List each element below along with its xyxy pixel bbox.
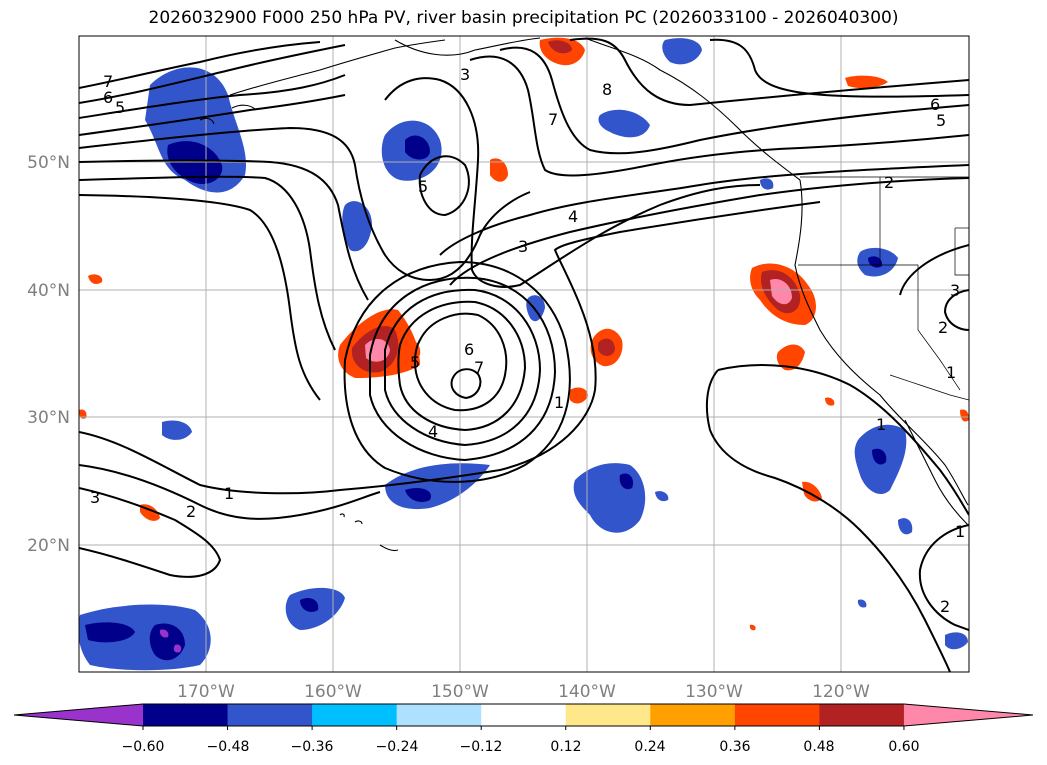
colorbar-tick-label: 0.36 bbox=[719, 739, 750, 755]
colorbar-tick-label: 0.12 bbox=[550, 739, 581, 755]
contour-label: 7 bbox=[103, 72, 113, 91]
contour-label: 4 bbox=[568, 207, 578, 226]
latitude-labels: 50°N 40°N 30°N 20°N bbox=[27, 153, 70, 556]
contour-label: 1 bbox=[955, 522, 965, 541]
contour-label: 6 bbox=[464, 340, 474, 359]
lon-label: 130°W bbox=[685, 682, 743, 702]
contour-label: 8 bbox=[602, 80, 612, 99]
colorbar-tick-label: 0.48 bbox=[803, 739, 834, 755]
lon-label: 150°W bbox=[431, 682, 489, 702]
contour-label: 3 bbox=[518, 237, 528, 256]
colorbar-segment bbox=[565, 704, 651, 726]
longitude-labels: 170°W 160°W 150°W 140°W 130°W 120°W bbox=[177, 682, 870, 702]
colorbar-labels: −0.60 −0.48 −0.36 −0.24 −0.12 0.12 0.24 … bbox=[122, 739, 920, 755]
contour-label: 1 bbox=[224, 484, 234, 503]
colorbar-segment bbox=[312, 704, 398, 726]
colorbar-segment bbox=[819, 704, 905, 726]
colorbar-segment bbox=[734, 704, 820, 726]
contour-label: 7 bbox=[548, 110, 558, 129]
colorbar-tick-label: −0.36 bbox=[291, 739, 334, 755]
contour-label: 3 bbox=[950, 281, 960, 300]
colorbar-segment bbox=[650, 704, 736, 726]
colorbar-tick-label: −0.12 bbox=[460, 739, 503, 755]
contour-label: 3 bbox=[90, 488, 100, 507]
coastlines bbox=[199, 37, 969, 552]
contour-label: 1 bbox=[946, 363, 956, 382]
contour-label: 5 bbox=[418, 177, 428, 196]
colorbar-segment bbox=[227, 704, 313, 726]
colorbar-tick-label: −0.24 bbox=[376, 739, 419, 755]
colorbar-tick-label: −0.48 bbox=[207, 739, 250, 755]
contour-label: 6 bbox=[930, 95, 940, 114]
lon-label: 160°W bbox=[304, 682, 362, 702]
lon-label: 140°W bbox=[558, 682, 616, 702]
lat-label: 30°N bbox=[27, 408, 70, 428]
contour-label: 2 bbox=[940, 597, 950, 616]
contour-label: 5 bbox=[936, 111, 946, 130]
colorbar bbox=[13, 703, 1034, 730]
contour-label: 1 bbox=[876, 415, 886, 434]
map-frame bbox=[78, 35, 970, 673]
lat-label: 50°N bbox=[27, 153, 70, 173]
lon-label: 170°W bbox=[177, 682, 235, 702]
colorbar-tick-label: 0.60 bbox=[888, 739, 919, 755]
colorbar-tick-label: 0.24 bbox=[634, 739, 665, 755]
contour-label: 1 bbox=[554, 393, 564, 412]
positive-anomaly-area bbox=[79, 37, 969, 631]
colorbar-tick-label: −0.60 bbox=[122, 739, 165, 755]
contour-labels: 7 6 5 3 8 7 6 5 5 4 3 6 7 5 4 1 1 2 3 1 … bbox=[90, 65, 965, 616]
contour-label: 2 bbox=[884, 173, 894, 192]
negative-anomaly-area bbox=[79, 38, 968, 671]
contour-label: 2 bbox=[186, 502, 196, 521]
lon-label: 120°W bbox=[812, 682, 870, 702]
political-borders bbox=[798, 176, 969, 401]
contour-label: 4 bbox=[428, 422, 438, 441]
colorbar-extend-high bbox=[903, 704, 1033, 726]
contour-label: 5 bbox=[115, 98, 125, 117]
colorbar-segment bbox=[481, 704, 567, 726]
colorbar-segment bbox=[396, 704, 482, 726]
contour-label: 2 bbox=[938, 318, 948, 337]
colorbar-segment bbox=[143, 704, 229, 726]
contour-label: 3 bbox=[460, 65, 470, 84]
contour-label: 6 bbox=[103, 88, 113, 107]
contour-label: 7 bbox=[474, 358, 484, 377]
contour-label: 5 bbox=[410, 353, 420, 372]
pv-contours bbox=[79, 37, 969, 672]
map-title: 2026032900 F000 250 hPa PV, river basin … bbox=[148, 8, 899, 28]
lat-label: 40°N bbox=[27, 281, 70, 301]
precip-shading bbox=[79, 37, 969, 671]
colorbar-extend-low bbox=[14, 704, 143, 726]
lat-label: 20°N bbox=[27, 536, 70, 556]
